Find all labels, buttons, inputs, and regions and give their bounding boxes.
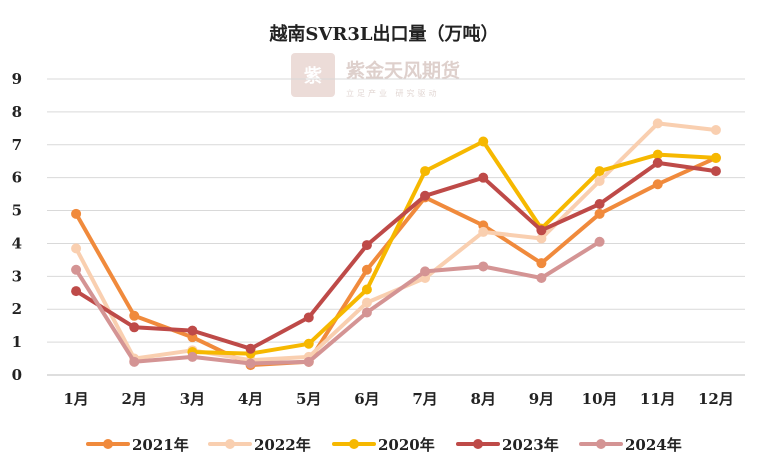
data-point xyxy=(710,124,721,135)
watermark: 紫 紫金天风期货 立足产业 研究驱动 xyxy=(291,53,460,98)
data-point xyxy=(594,175,605,186)
data-point xyxy=(303,312,314,323)
data-point xyxy=(710,166,721,177)
legend-item: 2020年 xyxy=(332,436,435,454)
data-point xyxy=(361,284,372,295)
y-tick-label: 0 xyxy=(12,366,22,384)
x-tick-label: 4月 xyxy=(238,390,263,408)
chart-title: 越南SVR3L出口量（万吨） xyxy=(268,23,498,45)
data-point xyxy=(187,325,198,336)
legend: 2021年 2022年 2020年 2023年 2024年 xyxy=(86,436,682,454)
legend-label: 2021年 xyxy=(132,436,189,454)
series-line xyxy=(74,121,718,363)
legend-swatch-marker xyxy=(225,439,235,449)
series-2024年 xyxy=(71,236,605,369)
x-tick-label: 8月 xyxy=(471,390,496,408)
data-point xyxy=(594,198,605,209)
y-tick-label: 6 xyxy=(12,169,22,187)
data-point xyxy=(129,322,140,333)
series-2023年 xyxy=(71,157,721,354)
data-point xyxy=(536,233,547,244)
x-tick-label: 10月 xyxy=(582,390,618,408)
x-tick-label: 5月 xyxy=(296,390,321,408)
watermark-name: 紫金天风期货 xyxy=(346,59,460,82)
data-point xyxy=(652,118,663,129)
legend-label: 2022年 xyxy=(254,436,311,454)
x-tick-label: 9月 xyxy=(529,390,554,408)
x-tick-label: 1月 xyxy=(63,390,88,408)
data-point xyxy=(245,358,256,369)
data-point xyxy=(303,338,314,349)
data-point xyxy=(245,343,256,354)
series-line xyxy=(74,239,602,366)
data-point xyxy=(478,226,489,237)
series-2020年 xyxy=(187,136,721,359)
data-point xyxy=(71,264,82,275)
x-axis: 1月 2月 3月 4月 5月 6月 7月 8月 9月 10月 11月 12月 xyxy=(63,390,733,408)
legend-item: 2021年 xyxy=(86,436,189,454)
legend-label: 2023年 xyxy=(502,436,559,454)
x-tick-label: 3月 xyxy=(180,390,205,408)
watermark-slogan: 立足产业 研究驱动 xyxy=(346,88,440,98)
data-point xyxy=(361,297,372,308)
watermark-logo-glyph: 紫 xyxy=(304,65,322,87)
data-point xyxy=(71,286,82,297)
data-point xyxy=(129,310,140,321)
legend-item: 2024年 xyxy=(579,436,682,454)
data-point xyxy=(478,261,489,272)
x-tick-label: 12月 xyxy=(698,390,734,408)
data-point xyxy=(361,307,372,318)
series-layer xyxy=(71,118,721,371)
y-tick-label: 5 xyxy=(12,202,22,220)
data-point xyxy=(420,166,431,177)
data-point xyxy=(710,152,721,163)
data-point xyxy=(536,225,547,236)
y-tick-label: 3 xyxy=(12,267,22,285)
legend-swatch-marker xyxy=(349,439,359,449)
legend-swatch-marker xyxy=(596,439,606,449)
x-tick-label: 11月 xyxy=(640,390,676,408)
x-tick-label: 2月 xyxy=(122,390,147,408)
legend-label: 2024年 xyxy=(625,436,682,454)
data-point xyxy=(71,243,82,254)
data-point xyxy=(594,166,605,177)
series-line xyxy=(74,160,718,351)
y-tick-label: 2 xyxy=(12,300,22,318)
data-point xyxy=(652,149,663,160)
data-point xyxy=(361,264,372,275)
data-point xyxy=(129,356,140,367)
data-point xyxy=(478,172,489,183)
data-point xyxy=(652,157,663,168)
data-point xyxy=(187,351,198,362)
y-axis: 0 1 2 3 4 5 6 7 8 9 xyxy=(12,70,22,384)
data-point xyxy=(478,136,489,147)
x-tick-label: 6月 xyxy=(354,390,379,408)
data-point xyxy=(652,179,663,190)
legend-swatch-marker xyxy=(103,439,113,449)
data-point xyxy=(536,272,547,283)
legend-item: 2022年 xyxy=(208,436,311,454)
data-point xyxy=(420,266,431,277)
y-tick-label: 4 xyxy=(12,234,22,252)
legend-label: 2020年 xyxy=(378,436,435,454)
data-point xyxy=(594,236,605,247)
watermark-logo xyxy=(291,53,335,97)
data-point xyxy=(420,190,431,201)
legend-item: 2023年 xyxy=(456,436,559,454)
data-point xyxy=(361,240,372,251)
series-line xyxy=(190,139,718,356)
gridlines xyxy=(47,78,745,376)
x-tick-label: 7月 xyxy=(412,390,437,408)
y-tick-label: 8 xyxy=(12,103,22,121)
legend-swatch-marker xyxy=(473,439,483,449)
data-point xyxy=(71,208,82,219)
data-point xyxy=(594,208,605,219)
data-point xyxy=(303,356,314,367)
data-point xyxy=(536,258,547,269)
y-tick-label: 9 xyxy=(12,70,22,88)
y-tick-label: 7 xyxy=(12,136,22,154)
y-tick-label: 1 xyxy=(12,333,22,351)
